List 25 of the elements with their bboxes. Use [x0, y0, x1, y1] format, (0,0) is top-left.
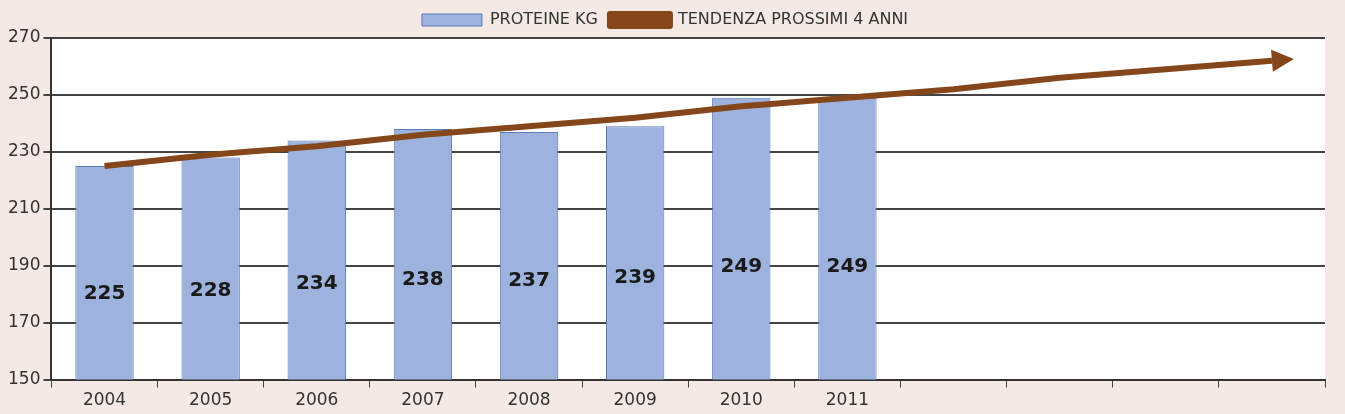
y-tick-label: 190 [7, 254, 41, 275]
data-label: 237 [508, 266, 550, 291]
x-tick-label: 2010 [719, 389, 763, 410]
x-tick-label: 2008 [507, 389, 551, 410]
y-tick-label: 250 [7, 83, 41, 104]
data-label: 225 [83, 280, 126, 305]
x-tick-label: 2007 [401, 389, 445, 410]
legend-label: TENDENZA PROSSIMI 4 ANNI [676, 9, 909, 29]
y-tick-label: 170 [7, 311, 41, 332]
y-tick-label: 230 [7, 140, 41, 161]
y-tick-label: 150 [7, 368, 41, 389]
x-tick-label: 2006 [295, 389, 339, 410]
y-tick-label: 210 [7, 197, 41, 218]
x-tick-label: 2009 [613, 389, 657, 410]
data-label: 249 [826, 253, 869, 278]
data-label: 228 [189, 276, 232, 301]
x-tick-label: 2005 [189, 389, 233, 410]
data-label: 238 [402, 265, 444, 290]
data-label: 249 [720, 253, 763, 278]
data-label: 239 [614, 264, 657, 289]
y-tick-label: 270 [7, 26, 41, 47]
x-tick-label: 2011 [825, 389, 870, 410]
x-tick-label: 2004 [82, 389, 127, 410]
data-label: 234 [295, 270, 338, 295]
legend-label: PROTEINE KG [489, 9, 598, 29]
